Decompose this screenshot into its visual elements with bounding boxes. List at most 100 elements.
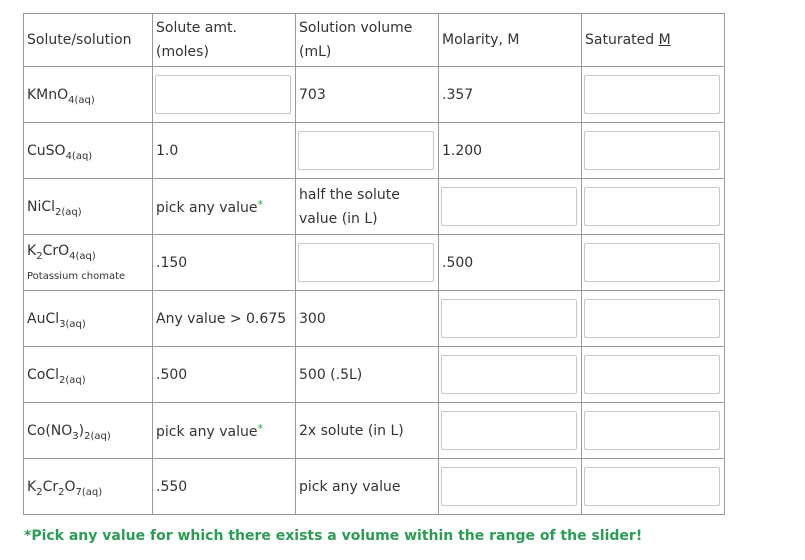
formula-text: CoCl — [27, 366, 60, 383]
formula-text: O — [64, 478, 76, 495]
subscript: 3(aq) — [59, 318, 86, 330]
input-box[interactable] — [584, 355, 720, 394]
data-cell: .500 — [438, 234, 582, 291]
data-cell — [581, 234, 725, 291]
data-cell: Any value > 0.675 — [152, 290, 296, 347]
table-row: CoCl2(aq) .500 500 (.5L) — [23, 346, 725, 403]
cell-text: pick any value — [156, 200, 258, 216]
table-row: K2CrO4(aq) Potassium chomate .150.500 — [23, 234, 725, 291]
solute-cell: CuSO4(aq) — [23, 122, 153, 179]
data-cell — [581, 66, 725, 123]
subscript: 4(aq) — [69, 250, 96, 262]
solute-cell: K2Cr2O7(aq) — [23, 458, 153, 515]
subscript: 4(aq) — [65, 150, 93, 162]
molarity-table: Solute/solution Solute amt. (moles) Soluti… — [23, 13, 725, 515]
cell-text: Any value > 0.675 — [156, 310, 287, 327]
data-cell — [438, 402, 582, 459]
input-box[interactable] — [584, 411, 720, 450]
data-cell: 703 — [295, 66, 439, 123]
table-body: KMnO4(aq) 703.357 CuSO4(aq) 1.0 1.200 NiCl2(a… — [23, 66, 725, 515]
data-cell — [581, 346, 725, 403]
data-cell: half the solute value (in L) — [295, 178, 439, 235]
subscript: 2 — [36, 250, 43, 262]
input-box[interactable] — [441, 411, 577, 450]
input-box[interactable] — [584, 467, 720, 506]
footnote: *Pick any value for which there exists a… — [24, 528, 643, 544]
subscript: 2(aq) — [84, 430, 111, 442]
solute-cell: K2CrO4(aq) Potassium chomate — [23, 234, 153, 291]
solute-cell: KMnO4(aq) — [23, 66, 153, 123]
data-cell — [438, 458, 582, 515]
data-cell — [581, 402, 725, 459]
data-cell: pick any value* — [152, 178, 296, 235]
input-box[interactable] — [441, 299, 577, 338]
table-row: CuSO4(aq) 1.0 1.200 — [23, 122, 725, 179]
solute-note: Potassium chomate — [27, 270, 126, 282]
input-box[interactable] — [584, 75, 720, 114]
input-box[interactable] — [584, 187, 720, 226]
header-cell: Solution volume (mL) — [295, 13, 439, 67]
cell-text: 500 (.5L) — [299, 366, 363, 383]
data-cell — [438, 346, 582, 403]
data-cell — [581, 122, 725, 179]
data-cell: .500 — [152, 346, 296, 403]
formula-text: CuSO — [27, 142, 66, 159]
header-cell: Solute/solution — [23, 13, 153, 67]
marker: * — [257, 422, 263, 435]
cell-text: 2x solute (in L) — [299, 422, 404, 439]
data-cell — [581, 458, 725, 515]
cell-text: half the solute value (in L) — [299, 186, 400, 227]
data-cell: pick any value — [295, 458, 439, 515]
formula-text: Cr — [42, 478, 59, 495]
data-cell: pick any value* — [152, 402, 296, 459]
data-cell — [581, 178, 725, 235]
underlined-text: M — [658, 32, 671, 48]
input-box[interactable] — [298, 243, 434, 282]
input-box[interactable] — [584, 243, 720, 282]
data-cell — [438, 290, 582, 347]
data-cell: 1.200 — [438, 122, 582, 179]
subscript: 2 — [58, 486, 65, 498]
table-row: KMnO4(aq) 703 .357 — [23, 66, 725, 123]
cell-text: 1.0 — [156, 142, 179, 159]
solute-cell: AuCl3(aq) — [23, 290, 153, 347]
cell-text: Molarity, M — [442, 32, 520, 48]
cell-text: .500 — [156, 366, 188, 383]
input-box[interactable] — [155, 75, 291, 114]
table-row: AuCl3(aq) Any value > 0.675 300 — [23, 290, 725, 347]
input-box[interactable] — [584, 131, 720, 170]
formula-text: KMnO — [27, 86, 69, 103]
input-box[interactable] — [441, 355, 577, 394]
formula-text: K — [27, 242, 37, 259]
cell-text: pick any value — [299, 478, 401, 495]
formula-text: ) — [78, 422, 85, 439]
cell-text: .357 — [442, 86, 474, 103]
input-box[interactable] — [441, 467, 577, 506]
cell-text: Saturated — [585, 32, 655, 48]
input-box[interactable] — [298, 131, 434, 170]
header-cell: Saturated M — [581, 13, 725, 67]
data-cell: 300 — [295, 290, 439, 347]
marker: * — [257, 198, 263, 211]
input-box[interactable] — [441, 187, 577, 226]
data-cell: .357 — [438, 66, 582, 123]
formula-text: K — [27, 478, 37, 495]
cell-text: Solution volume (mL) — [299, 20, 413, 60]
formula-text: Co(NO — [27, 422, 73, 439]
subscript: 3 — [72, 430, 79, 442]
subscript: 2(aq) — [55, 206, 82, 218]
header-row: Solute/solution Solute amt. (moles) Soluti… — [23, 13, 725, 67]
data-cell: 500 (.5L) — [295, 346, 439, 403]
cell-text: Solute amt. (moles) — [156, 20, 237, 60]
cell-text: pick any value — [156, 424, 258, 440]
header-cell: Solute amt. (moles) — [152, 13, 296, 67]
input-box[interactable] — [584, 299, 720, 338]
data-cell — [295, 234, 439, 291]
table-wrap: Solute/solution Solute amt. (moles) Soluti… — [23, 13, 725, 515]
data-cell — [295, 122, 439, 179]
subscript: 7(aq) — [75, 486, 103, 498]
table-row: Co(NO3)2(aq) pick any value* 2x solute (in… — [23, 402, 725, 459]
cell-text: 1.200 — [442, 142, 483, 159]
data-cell: 2x solute (in L) — [295, 402, 439, 459]
